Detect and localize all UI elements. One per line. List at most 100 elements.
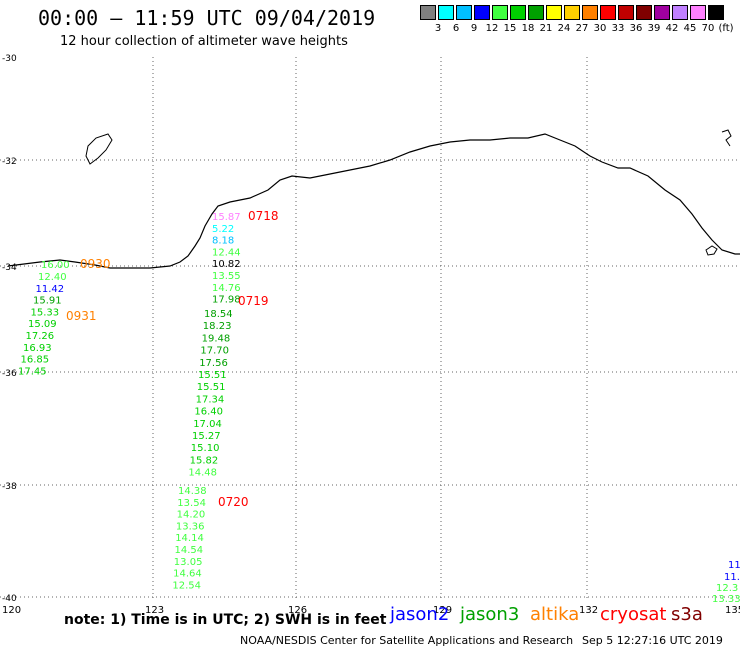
scale-label: 33	[611, 23, 625, 34]
scale-swatch	[546, 5, 562, 20]
scale-label: 39	[647, 23, 661, 34]
legend-cryosat: cryosat	[600, 604, 667, 625]
pass-time-label: 0719	[238, 294, 269, 308]
wave-height-value: 15.82	[190, 455, 219, 466]
wave-height-value: 13.33	[712, 594, 740, 605]
wave-height-value: 14.38	[178, 486, 207, 497]
wave-height-value: 13.36	[176, 521, 205, 532]
wave-height-value: 15.91	[33, 296, 62, 307]
lon-label: 126	[288, 605, 307, 616]
wave-height-value: 16.85	[21, 355, 50, 366]
wessel-islands	[85, 133, 113, 165]
wave-height-value: 18.54	[204, 309, 233, 320]
scale-swatch	[510, 5, 526, 20]
wave-height-value: 12.3	[716, 583, 738, 594]
wave-height-value: 16.00	[41, 260, 70, 271]
lat-lon-grid: 120 123 126 129 132 135 -30 -32 -34 -36 -38 -40	[0, 54, 740, 616]
scale-swatch	[654, 5, 670, 20]
scale-swatch	[474, 5, 490, 20]
cape-york-edge	[721, 129, 732, 147]
legend-jason3: jason3	[460, 604, 520, 625]
page-title: 00:00 – 11:59 UTC 09/04/2019	[38, 6, 376, 30]
wave-height-value: 16.40	[194, 407, 223, 418]
scale-label: 45	[683, 23, 697, 34]
legend-altika: altika	[530, 604, 580, 625]
scale-label: 21	[539, 23, 553, 34]
wave-height-value: 11.	[724, 572, 740, 583]
footer-timestamp: Sep 5 12:27:16 UTC 2019	[582, 634, 723, 647]
wave-height-value: 17.45	[18, 366, 47, 377]
scale-label: 27	[575, 23, 589, 34]
wave-height-value: 13.54	[177, 498, 206, 509]
wave-height-value: 12.54	[172, 580, 201, 591]
scale-label: 9	[470, 23, 478, 34]
pass-time-label: 0718	[248, 209, 279, 223]
wave-height-value: 8.18	[212, 236, 234, 247]
wave-height-value: 11.42	[36, 284, 65, 295]
scale-label: 70	[701, 23, 715, 34]
scale-label: 30	[593, 23, 607, 34]
wave-height-value: 19.48	[202, 333, 231, 344]
footer-credit: NOAA/NESDIS Center for Satellite Applica…	[240, 634, 574, 647]
lat-label: -30	[2, 54, 17, 64]
scale-label: 6	[452, 23, 460, 34]
lon-label: 135	[725, 605, 740, 616]
wave-height-value: 10.82	[212, 259, 241, 270]
scale-label: 36	[629, 23, 643, 34]
wave-height-value: 14.54	[175, 545, 204, 556]
lat-label: -40	[2, 594, 17, 604]
lat-label: -36	[2, 369, 17, 379]
pass-time-label: 0720	[218, 495, 249, 509]
wave-height-value: 5.22	[212, 224, 234, 235]
wave-height-value: 14.14	[175, 533, 204, 544]
lon-label: 129	[433, 605, 452, 616]
wave-height-value: 12.40	[38, 272, 67, 283]
pass-time-label: 0930	[80, 257, 111, 271]
scale-swatch	[564, 5, 580, 20]
scale-swatch	[492, 5, 508, 20]
lat-label: -34	[2, 263, 17, 273]
wave-height-value: 15.10	[191, 443, 220, 454]
scale-swatch	[582, 5, 598, 20]
wave-height-value: 17.26	[26, 331, 55, 342]
scale-label: 3	[434, 23, 442, 34]
scale-label: 18	[521, 23, 535, 34]
lon-label: 120	[2, 605, 21, 616]
scale-label: (ft)	[718, 23, 734, 34]
scale-swatch	[600, 5, 616, 20]
page-subtitle: 12 hour collection of altimeter wave hei…	[60, 34, 348, 49]
scale-swatch	[672, 5, 688, 20]
lat-label: -32	[2, 157, 17, 167]
wave-height-value: 17.04	[193, 419, 222, 430]
wave-height-value: 13.05	[174, 557, 203, 568]
scale-swatch	[528, 5, 544, 20]
wave-height-value: 15.27	[192, 431, 221, 442]
scale-label: 12	[485, 23, 499, 34]
wave-height-value: 17.56	[199, 358, 228, 369]
wave-height-value: 17.70	[200, 346, 229, 357]
scale-swatch	[708, 5, 724, 20]
scale-swatch	[618, 5, 634, 20]
wave-height-value: 16.93	[23, 343, 52, 354]
wave-height-value: 18.23	[203, 321, 232, 332]
wave-height-value: 11	[728, 560, 740, 571]
scale-swatch	[420, 5, 436, 20]
scale-label: 42	[665, 23, 679, 34]
wave-height-value: 17.34	[196, 394, 225, 405]
scale-swatch	[438, 5, 454, 20]
pass-time-label: 0931	[66, 309, 97, 323]
scale-swatch	[690, 5, 706, 20]
wave-height-value: 12.44	[212, 247, 241, 258]
kangaroo-island	[705, 245, 718, 256]
legend-jason2: jason2	[390, 604, 450, 625]
lat-label: -38	[2, 482, 17, 492]
wave-height-value: 15.51	[198, 370, 227, 381]
wave-height-value: 13.55	[212, 271, 241, 282]
scale-label: 15	[503, 23, 517, 34]
units-note: note: 1) Time is in UTC; 2) SWH is in fe…	[64, 612, 387, 628]
wave-height-value: 14.48	[188, 468, 217, 479]
wave-height-value: 15.51	[197, 382, 226, 393]
legend-s3a: s3a	[671, 604, 703, 625]
